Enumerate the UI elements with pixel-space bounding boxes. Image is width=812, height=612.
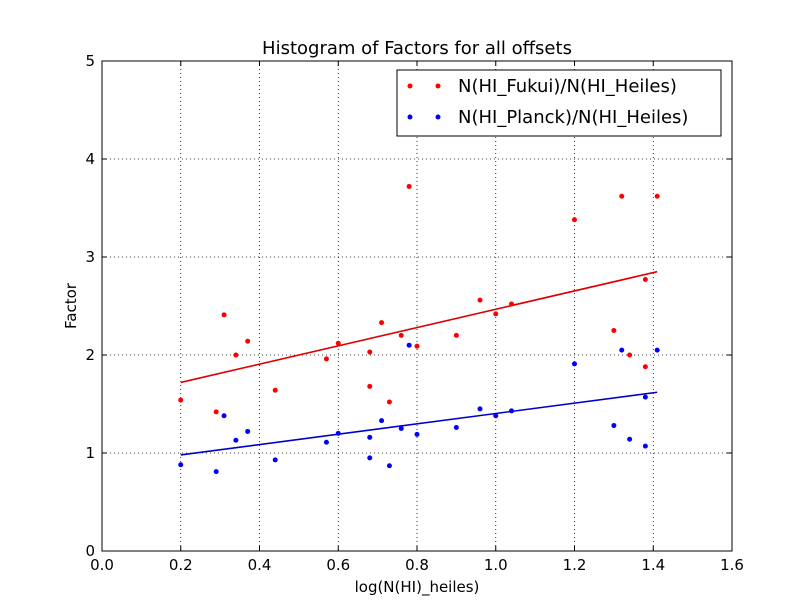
data-point-planck xyxy=(367,434,373,440)
chart-title: Histogram of Factors for all offsets xyxy=(262,38,572,59)
data-points xyxy=(178,183,660,475)
data-point-fukui xyxy=(233,352,239,358)
data-point-fukui xyxy=(642,364,648,370)
data-point-planck xyxy=(272,457,278,463)
data-point-fukui xyxy=(213,409,219,415)
data-point-planck xyxy=(406,342,412,348)
legend-label-fukui: N(HI_Fukui)/N(HI_Heiles) xyxy=(458,76,677,97)
x-tick-label: 0.6 xyxy=(326,556,350,574)
x-tick-label: 0.4 xyxy=(248,556,272,574)
x-tick-label: 1.4 xyxy=(641,556,665,574)
fit-lines xyxy=(180,270,658,456)
data-point-fukui xyxy=(323,356,329,362)
data-point-planck xyxy=(493,413,499,419)
data-point-planck xyxy=(453,425,459,431)
data-point-planck xyxy=(398,426,404,431)
data-point-planck xyxy=(627,436,633,442)
data-point-fukui xyxy=(453,332,459,338)
y-tick-label: 3 xyxy=(85,248,95,266)
data-point-fukui xyxy=(619,193,625,199)
legend-box xyxy=(396,69,722,137)
data-point-planck xyxy=(233,437,239,443)
y-tick-label: 0 xyxy=(85,542,95,560)
legend-label-planck: N(HI_Planck)/N(HI_Heiles) xyxy=(458,107,688,128)
legend: N(HI_Fukui)/N(HI_Heiles) N(HI_Planck)/N(… xyxy=(396,69,722,137)
fit-line-fukui xyxy=(180,270,658,384)
data-point-fukui xyxy=(414,343,420,349)
data-point-planck xyxy=(619,347,625,353)
data-point-fukui xyxy=(221,312,227,318)
data-point-fukui xyxy=(379,320,385,326)
x-tick-label: 1.2 xyxy=(563,556,587,574)
data-point-planck xyxy=(386,463,392,469)
x-tick-label: 1.0 xyxy=(484,556,508,574)
data-point-fukui xyxy=(572,217,577,223)
data-point-planck xyxy=(414,431,420,437)
data-point-planck xyxy=(245,428,251,434)
x-tick-label: 0.0 xyxy=(90,556,114,574)
data-point-planck xyxy=(642,394,648,400)
data-point-planck xyxy=(213,469,219,475)
legend-marker-fukui-2 xyxy=(435,83,441,89)
data-point-fukui xyxy=(477,297,483,303)
data-point-planck xyxy=(379,418,385,424)
data-point-fukui xyxy=(367,349,373,355)
data-point-fukui xyxy=(642,277,648,283)
data-point-planck xyxy=(323,439,329,445)
y-axis-label: Factor xyxy=(62,282,80,329)
data-point-fukui xyxy=(509,301,514,307)
data-point-fukui xyxy=(493,311,499,317)
grid-layer xyxy=(102,61,732,551)
data-point-fukui xyxy=(178,397,184,403)
data-point-fukui xyxy=(386,399,392,405)
legend-marker-fukui-1 xyxy=(407,83,413,89)
x-tick-label: 0.8 xyxy=(405,556,429,574)
data-point-planck xyxy=(335,430,341,436)
fit-line-planck xyxy=(180,391,658,456)
legend-marker-planck-2 xyxy=(435,114,441,120)
y-tick-label: 4 xyxy=(85,150,95,168)
x-tick-label: 1.6 xyxy=(720,556,744,574)
data-point-planck xyxy=(221,413,227,419)
x-axis-label: log(N(HI)_heiles) xyxy=(355,578,480,597)
data-point-fukui xyxy=(406,183,412,189)
data-point-planck xyxy=(509,408,514,414)
data-point-planck xyxy=(642,443,648,449)
y-tick-label: 1 xyxy=(85,444,95,462)
y-tick-label: 2 xyxy=(85,346,95,364)
data-point-planck xyxy=(572,361,577,367)
y-tick-label: 5 xyxy=(85,52,95,70)
axis-ticks: 0.0 0.2 0.4 0.6 0.8 1.0 1.2 1.4 1.6 0 1 2 3 4 5 xyxy=(85,52,743,574)
data-point-fukui xyxy=(611,328,617,333)
data-point-planck xyxy=(367,455,373,461)
data-point-planck xyxy=(611,423,617,429)
data-point-planck xyxy=(654,347,660,353)
data-point-fukui xyxy=(245,338,251,344)
data-point-fukui xyxy=(367,383,373,389)
data-point-fukui xyxy=(627,352,633,358)
data-point-fukui xyxy=(398,332,404,338)
x-tick-label: 0.2 xyxy=(169,556,193,574)
data-point-planck xyxy=(477,406,483,412)
data-point-fukui xyxy=(654,193,660,199)
data-point-fukui xyxy=(335,340,341,346)
legend-marker-planck-1 xyxy=(407,114,413,120)
data-point-planck xyxy=(178,462,184,468)
data-point-fukui xyxy=(272,387,278,393)
